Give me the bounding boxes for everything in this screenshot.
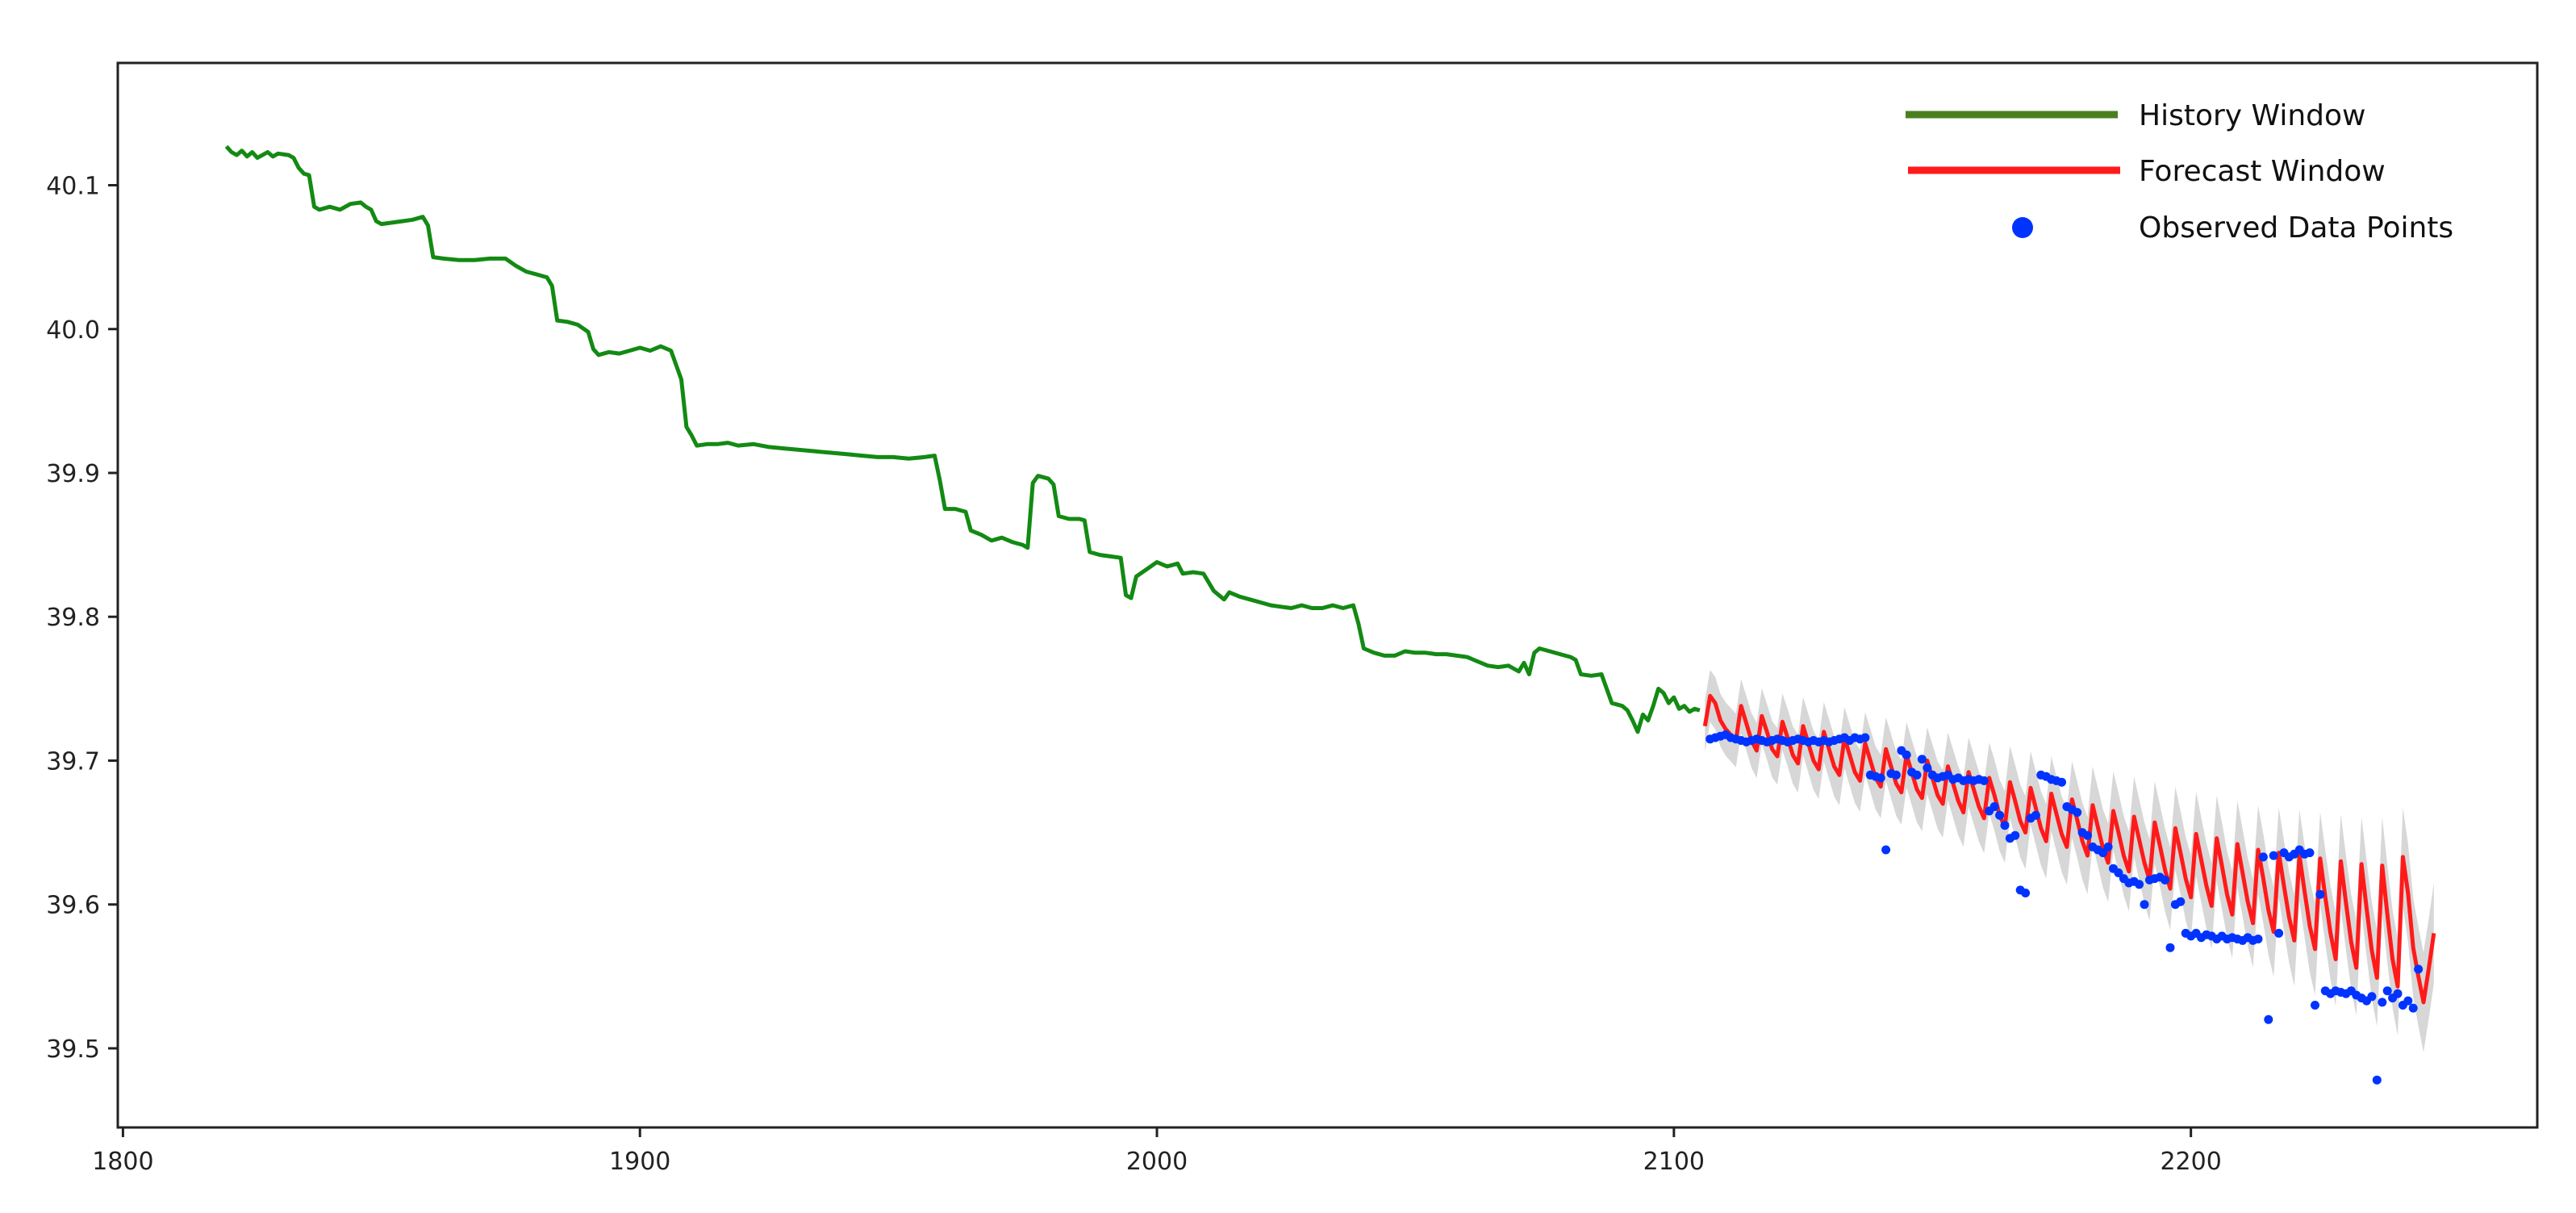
y-tick-label: 39.5: [46, 1035, 100, 1064]
observed-point: [1876, 773, 1885, 783]
observed-point: [2372, 1075, 2382, 1085]
observed-point: [1912, 770, 1922, 780]
observed-point: [2408, 1003, 2418, 1013]
forecast-confidence-band: [1705, 670, 2434, 1052]
forecast-band: [1705, 670, 2434, 1052]
observed-point: [2031, 810, 2040, 820]
observed-point: [2258, 852, 2268, 862]
x-tick-label: 1900: [609, 1148, 670, 1176]
observed-point: [1891, 770, 1901, 780]
observed-point: [2000, 821, 2010, 830]
observed-point: [2253, 935, 2263, 943]
observed-point: [1881, 845, 1891, 855]
y-tick-label: 39.6: [46, 892, 100, 920]
y-tick-label: 40.1: [46, 173, 100, 201]
observed-point: [2403, 996, 2413, 1006]
legend: History Window Forecast Window Observed …: [1906, 99, 2453, 245]
y-tick-label: 39.8: [46, 604, 100, 632]
observed-point: [2057, 777, 2066, 787]
observed-point: [1979, 776, 1989, 785]
x-tick-label: 2200: [2160, 1148, 2221, 1176]
observed-point: [2269, 851, 2278, 860]
legend-observed-swatch: [2012, 217, 2033, 238]
legend-history-label: History Window: [2139, 99, 2365, 132]
observed-point: [2161, 875, 2170, 885]
observed-point: [2098, 848, 2108, 858]
observed-point: [2073, 808, 2082, 818]
observed-point: [2378, 998, 2387, 1007]
observed-point: [2010, 830, 2020, 840]
x-tick-label: 1800: [92, 1148, 153, 1176]
observed-point: [2114, 868, 2123, 877]
observed-point: [2264, 1014, 2273, 1024]
observed-point: [1989, 802, 1999, 811]
observed-point: [2311, 1001, 2319, 1010]
observed-point: [2140, 900, 2149, 910]
y-tick-label: 39.7: [46, 747, 100, 776]
observed-point: [2176, 897, 2186, 906]
plot-frame: [116, 61, 2539, 1129]
observed-point: [2274, 928, 2284, 938]
observed-point: [2021, 889, 2031, 897]
observed-point: [1917, 755, 1927, 764]
observed-point: [2135, 880, 2144, 889]
observed-point: [2393, 989, 2403, 998]
legend-observed-label: Observed Data Points: [2139, 211, 2453, 245]
observed-point: [2367, 992, 2377, 1002]
observed-point: [2305, 848, 2315, 858]
x-tick-label: 2000: [1126, 1148, 1188, 1176]
observed-point: [2165, 943, 2175, 952]
observed-point: [1923, 763, 1932, 772]
observed-point: [1860, 733, 1870, 742]
observed-point: [2315, 889, 2325, 899]
observed-points-layer: [1706, 730, 2424, 1085]
legend-forecast-label: Forecast Window: [2139, 155, 2386, 188]
history-window-line: [224, 144, 1701, 734]
x-tick-label: 2100: [1643, 1148, 1705, 1176]
observed-point: [2382, 986, 2392, 996]
y-tick-label: 39.9: [46, 460, 100, 488]
observed-point: [1902, 750, 1911, 759]
observed-point: [2414, 964, 2424, 974]
observed-point: [1995, 810, 2005, 820]
observed-point: [2083, 830, 2092, 840]
observed-point: [2103, 842, 2113, 851]
x-axis: 1800 1900 2000 2100 2200: [92, 1127, 2222, 1176]
y-axis: 39.5 39.6 39.7 39.8 39.9 40.0 40.1: [46, 173, 118, 1064]
y-tick-label: 40.0: [46, 316, 100, 345]
